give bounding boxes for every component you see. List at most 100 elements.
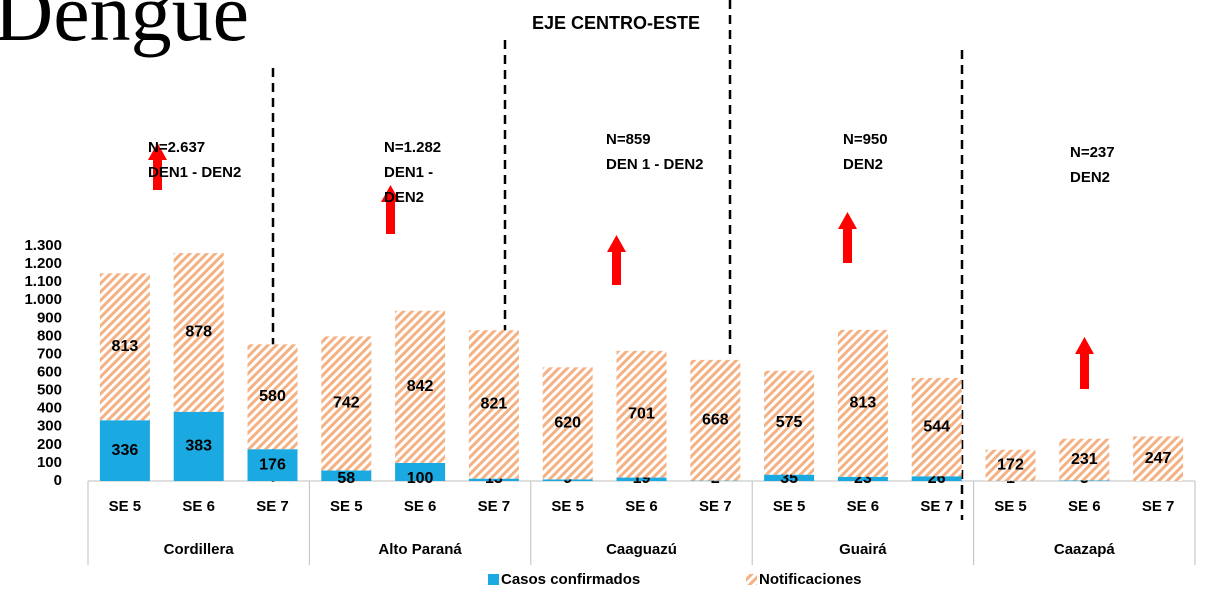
group-label: Caazapá bbox=[1054, 541, 1116, 558]
annotation: DEN1 - DEN2 bbox=[148, 164, 241, 181]
annotation: DEN2 bbox=[843, 156, 883, 173]
value-label: 231 bbox=[1071, 451, 1098, 468]
value-label: 668 bbox=[702, 411, 729, 428]
x-tick-label: SE 6 bbox=[625, 498, 658, 515]
bar-segment bbox=[690, 359, 741, 481]
value-label: 842 bbox=[407, 378, 434, 395]
value-label: 878 bbox=[185, 324, 212, 341]
y-tick-label: 100 bbox=[37, 454, 62, 471]
x-tick-label: SE 6 bbox=[1068, 498, 1101, 515]
bar-segment bbox=[321, 336, 372, 471]
legend-swatch bbox=[488, 574, 499, 585]
value-label: 575 bbox=[776, 414, 803, 431]
y-tick-label: 0 bbox=[54, 472, 62, 489]
x-tick-label: SE 6 bbox=[182, 498, 215, 515]
value-label: 580 bbox=[259, 388, 286, 405]
bar-segment bbox=[321, 470, 372, 481]
bar-segment bbox=[173, 411, 224, 481]
y-tick-label: 700 bbox=[37, 345, 62, 362]
annotation: DEN2 bbox=[384, 189, 424, 206]
bar-segment bbox=[985, 449, 1036, 481]
legend-swatch bbox=[746, 574, 757, 585]
bar-segment bbox=[99, 420, 150, 481]
y-tick-label: 1.100 bbox=[24, 273, 62, 290]
group-label: Alto Paraná bbox=[378, 541, 462, 558]
value-label: 620 bbox=[554, 415, 581, 432]
y-tick-label: 300 bbox=[37, 418, 62, 435]
y-tick-label: 1.200 bbox=[24, 255, 62, 272]
group-label: Cordillera bbox=[164, 541, 235, 558]
bar-segment bbox=[616, 350, 667, 478]
y-tick-label: 1.300 bbox=[24, 237, 62, 254]
bar-segment bbox=[764, 370, 815, 475]
x-tick-label: SE 6 bbox=[404, 498, 437, 515]
x-tick-label: SE 7 bbox=[920, 498, 953, 515]
bar-segment bbox=[837, 476, 888, 481]
bar-segment bbox=[395, 310, 446, 463]
bar-segment bbox=[468, 478, 519, 481]
bar-segment bbox=[247, 344, 298, 450]
chart-title: Dengue bbox=[0, 0, 249, 58]
bar-segment bbox=[247, 449, 298, 481]
annotation: N=950 bbox=[843, 131, 888, 148]
x-tick-label: SE 5 bbox=[109, 498, 142, 515]
group-label: Guairá bbox=[839, 541, 887, 558]
value-label: 742 bbox=[333, 395, 360, 412]
annotation: N=2.637 bbox=[148, 139, 205, 156]
legend-label: Casos confirmados bbox=[501, 571, 640, 588]
annotation: DEN1 - bbox=[384, 164, 433, 181]
bar-segment bbox=[1133, 436, 1184, 481]
bar-segment bbox=[837, 329, 888, 477]
y-tick-label: 200 bbox=[37, 436, 62, 453]
x-tick-label: SE 5 bbox=[551, 498, 584, 515]
group-label: Caaguazú bbox=[606, 541, 677, 558]
y-tick-label: 600 bbox=[37, 364, 62, 381]
bar-segment bbox=[911, 476, 962, 481]
annotation: N=237 bbox=[1070, 144, 1115, 161]
annotation: DEN 1 - DEN2 bbox=[606, 156, 704, 173]
x-tick-label: SE 7 bbox=[699, 498, 732, 515]
value-label: 176 bbox=[259, 456, 286, 473]
legend-label: Notificaciones bbox=[759, 571, 862, 588]
annotation: DEN2 bbox=[1070, 169, 1110, 186]
annotation: N=859 bbox=[606, 131, 651, 148]
x-tick-label: SE 5 bbox=[994, 498, 1027, 515]
value-label: 701 bbox=[628, 405, 655, 422]
y-tick-label: 1.000 bbox=[24, 291, 62, 308]
x-tick-label: SE 5 bbox=[330, 498, 363, 515]
bar-segment bbox=[542, 367, 593, 480]
y-tick-label: 800 bbox=[37, 327, 62, 344]
x-tick-label: SE 7 bbox=[478, 498, 511, 515]
bar-segment bbox=[1059, 480, 1110, 481]
bar-segment bbox=[99, 273, 150, 421]
x-tick-label: SE 7 bbox=[256, 498, 289, 515]
annotation: N=1.282 bbox=[384, 139, 441, 156]
x-tick-label: SE 7 bbox=[1142, 498, 1175, 515]
x-tick-label: SE 6 bbox=[847, 498, 880, 515]
bar-segment bbox=[911, 377, 962, 477]
bar-segment bbox=[616, 477, 667, 481]
y-tick-label: 900 bbox=[37, 309, 62, 326]
bar-segment bbox=[173, 253, 224, 412]
bar-segment bbox=[1059, 438, 1110, 481]
value-label: 100 bbox=[407, 470, 434, 487]
bar-segment bbox=[468, 330, 519, 479]
value-label: 383 bbox=[185, 438, 212, 455]
value-label: 336 bbox=[112, 442, 139, 459]
bar-segment bbox=[395, 462, 446, 481]
bar-segment bbox=[764, 474, 815, 481]
y-tick-label: 500 bbox=[37, 382, 62, 399]
y-tick-label: 400 bbox=[37, 400, 62, 417]
value-label: 813 bbox=[850, 395, 877, 412]
chart-subtitle: EJE CENTRO-ESTE bbox=[532, 13, 700, 33]
value-label: 813 bbox=[112, 338, 139, 355]
value-label: 172 bbox=[997, 456, 1024, 473]
x-tick-label: SE 5 bbox=[773, 498, 806, 515]
value-label: 821 bbox=[481, 396, 508, 413]
bar-segment bbox=[542, 479, 593, 481]
value-label: 58 bbox=[337, 470, 355, 487]
value-label: 247 bbox=[1145, 450, 1172, 467]
value-label: 544 bbox=[923, 418, 950, 435]
trend-arrows bbox=[148, 143, 1094, 389]
